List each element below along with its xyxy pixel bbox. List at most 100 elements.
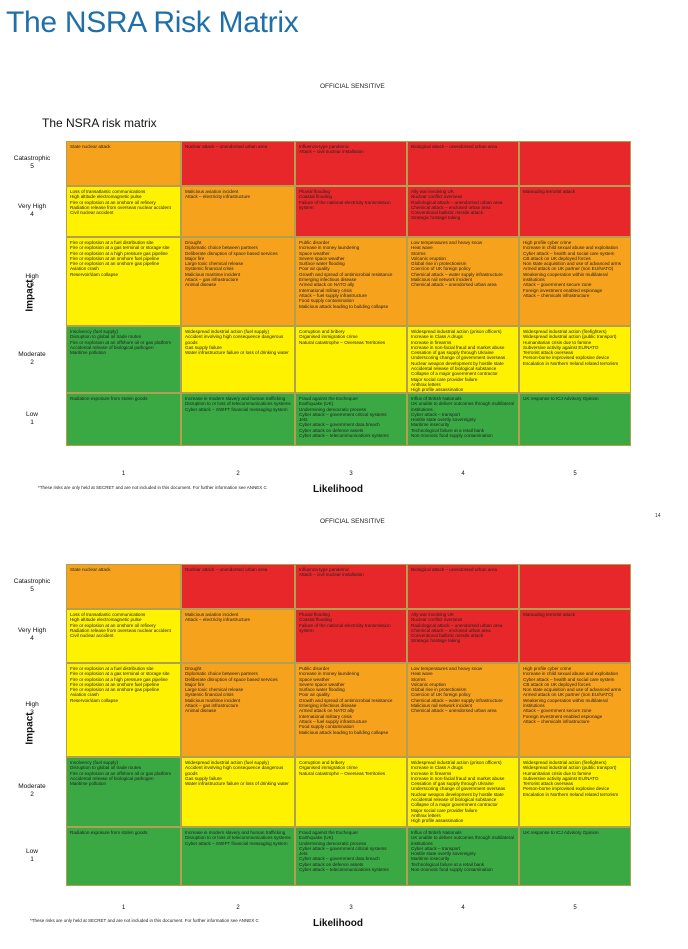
risk-cell: Biological attack – unendorsed urban are… bbox=[407, 141, 519, 186]
impact-row-number: 4 bbox=[30, 210, 34, 218]
risk-cell: Low temperatures and heavy snow Heat wav… bbox=[407, 663, 519, 757]
impact-row-name: Low bbox=[26, 410, 38, 418]
risk-cell: Increase in modern slavery and human tra… bbox=[181, 393, 295, 446]
risk-cell: Fire or explosion at a fuel distribution… bbox=[66, 663, 181, 757]
risk-cell: Fraud against the Exchequer Earthquake (… bbox=[295, 393, 407, 446]
risk-cell: Widespread industrial action (firefighte… bbox=[519, 326, 631, 393]
likelihood-axis-label: Likelihood bbox=[313, 484, 363, 495]
risk-cell bbox=[519, 564, 631, 609]
likelihood-column-number: 3 bbox=[349, 905, 353, 911]
likelihood-column-number: 1 bbox=[121, 471, 126, 477]
risk-cell: Fraud against the Exchequer Earthquake (… bbox=[295, 827, 407, 886]
risk-matrix-page-1: State nuclear attack Nuclear attack – une… bbox=[66, 141, 631, 446]
impact-row-label: Low 1 bbox=[2, 848, 62, 864]
impact-row-name: Very High bbox=[17, 627, 47, 634]
impact-row-label: Very High 4 bbox=[2, 627, 62, 643]
risk-cell: Loss of transatlantic communications Hig… bbox=[66, 186, 181, 237]
risk-cell: Pluvial flooding Coastal flooding Failur… bbox=[295, 609, 407, 663]
risk-cell: Corruption and bribery Organised immigra… bbox=[295, 757, 407, 827]
footnote: *These risks are only held at SECRET and… bbox=[30, 918, 259, 923]
impact-axis-label: Impact bbox=[24, 712, 36, 745]
risk-cell: Widespread industrial action (fuel suppl… bbox=[181, 326, 295, 393]
impact-row-label: Catastrophic 5 bbox=[2, 578, 62, 594]
impact-row-number: 5 bbox=[30, 162, 34, 170]
impact-row-number: 2 bbox=[30, 358, 34, 366]
matrix-title: The NSRA risk matrix bbox=[42, 116, 157, 130]
risk-cell: Pluvial flooding Coastal flooding Failur… bbox=[295, 186, 407, 237]
impact-row-number: 5 bbox=[30, 585, 34, 593]
risk-cell: Low temperatures and heavy snow Heat wav… bbox=[407, 237, 519, 326]
likelihood-column-number: 5 bbox=[573, 905, 577, 911]
impact-row-label: Moderate 2 bbox=[2, 783, 62, 799]
risk-cell: Biological attack – unendorsed urban are… bbox=[407, 564, 519, 609]
risk-cell: Nuclear attack – unendorsed urban area bbox=[181, 564, 295, 609]
risk-cell: State nuclear attack bbox=[66, 141, 181, 186]
risk-cell: UK response to ICJ Advisory Opinion bbox=[519, 393, 631, 446]
impact-row-name: Catastrophic bbox=[13, 577, 51, 585]
impact-row-number: 4 bbox=[30, 635, 34, 642]
likelihood-column-number: 1 bbox=[121, 905, 126, 911]
impact-row-label: Very High 4 bbox=[2, 203, 62, 219]
footnote: *These risks are only held at SECRET and… bbox=[38, 485, 267, 490]
likelihood-axis-label: Likelihood bbox=[313, 918, 363, 929]
likelihood-column-number: 2 bbox=[236, 905, 240, 911]
risk-cell: Widespread industrial action (firefighte… bbox=[519, 757, 631, 827]
risk-cell: Widespread industrial action (prison off… bbox=[407, 326, 519, 393]
risk-cell: Insolvency (fuel supply) Disruption to g… bbox=[66, 757, 181, 827]
risk-cell: Marauding terrorist attack bbox=[519, 609, 631, 663]
risk-cell: Radiation exposure from stolen goods bbox=[66, 393, 181, 446]
likelihood-column-number: 2 bbox=[236, 471, 240, 477]
risk-cell: Widespread industrial action (prison off… bbox=[407, 757, 519, 827]
risk-cell: Influenza-type pandemic Attack – civil n… bbox=[295, 141, 407, 186]
impact-row-name: Catastrophic bbox=[13, 154, 51, 162]
risk-cell: Public disorder Increase in money launde… bbox=[295, 663, 407, 757]
likelihood-column-number: 3 bbox=[349, 471, 353, 477]
likelihood-column-number: 4 bbox=[461, 905, 465, 911]
risk-cell: Radiation exposure from stolen goods bbox=[66, 827, 181, 886]
risk-cell: Ally war involving UK Nuclear conflict o… bbox=[407, 609, 519, 663]
impact-row-name: High bbox=[25, 701, 39, 708]
official-label: OFFICIAL SENSITIVE bbox=[320, 83, 385, 90]
risk-cell: Increase in modern slavery and human tra… bbox=[181, 827, 295, 886]
impact-row-name: Moderate bbox=[18, 350, 46, 358]
impact-row-label: High 3 bbox=[2, 701, 62, 717]
impact-row-number: 1 bbox=[30, 418, 34, 426]
risk-cell: Fire or explosion at a fuel distribution… bbox=[66, 237, 181, 326]
risk-cell bbox=[519, 141, 631, 186]
impact-row-number: 3 bbox=[30, 709, 34, 716]
impact-row-name: Moderate bbox=[18, 783, 46, 790]
likelihood-column-number: 5 bbox=[573, 471, 577, 477]
risk-cell: Malicious aviation incident Attack – ele… bbox=[181, 186, 295, 237]
impact-row-number: 1 bbox=[30, 855, 34, 863]
risk-cell: Nuclear attack – unendorsed urban area bbox=[181, 141, 295, 186]
impact-row-label: Low 1 bbox=[2, 411, 62, 427]
page-title: The NSRA Risk Matrix bbox=[6, 6, 299, 39]
risk-cell: Public disorder Increase in money launde… bbox=[295, 237, 407, 326]
risk-cell: High profile cyber crime Increase in chi… bbox=[519, 237, 631, 326]
risk-cell: Influx of British Nationals UK unable to… bbox=[407, 393, 519, 446]
risk-cell: Insolvency (fuel supply) Disruption to g… bbox=[66, 326, 181, 393]
risk-cell: Marauding terrorist attack bbox=[519, 186, 631, 237]
impact-row-name: High bbox=[25, 272, 39, 280]
official-label: OFFICIAL SENSITIVE bbox=[320, 518, 385, 525]
risk-cell: High profile cyber crime Increase in chi… bbox=[519, 663, 631, 757]
risk-cell: Corruption and bribery Organised immigra… bbox=[295, 326, 407, 393]
risk-cell: Drought Diplomatic choice between partne… bbox=[181, 237, 295, 326]
risk-cell: Widespread industrial action (fuel suppl… bbox=[181, 757, 295, 827]
impact-row-number: 2 bbox=[30, 791, 34, 798]
impact-row-number: 3 bbox=[30, 280, 34, 288]
impact-row-name: Low bbox=[26, 847, 38, 855]
risk-cell: Loss of transatlantic communications Hig… bbox=[66, 609, 181, 663]
impact-row-label: Moderate 2 bbox=[2, 351, 62, 367]
impact-row-label: High 3 bbox=[2, 273, 62, 289]
risk-cell: UK response to ICJ Advisory Opinion bbox=[519, 827, 631, 886]
risk-cell: State nuclear attack bbox=[66, 564, 181, 609]
risk-cell: Malicious aviation incident Attack – ele… bbox=[181, 609, 295, 663]
impact-row-name: Very High bbox=[17, 202, 47, 210]
risk-cell: Drought Diplomatic choice between partne… bbox=[181, 663, 295, 757]
impact-row-label: Catastrophic 5 bbox=[2, 155, 62, 171]
risk-matrix-page-2: State nuclear attack Nuclear attack – une… bbox=[66, 564, 631, 886]
risk-cell: Influenza-type pandemic Attack – civil n… bbox=[295, 564, 407, 609]
likelihood-column-number: 4 bbox=[461, 471, 465, 477]
risk-cell: Ally war involving UK Nuclear conflict o… bbox=[407, 186, 519, 237]
